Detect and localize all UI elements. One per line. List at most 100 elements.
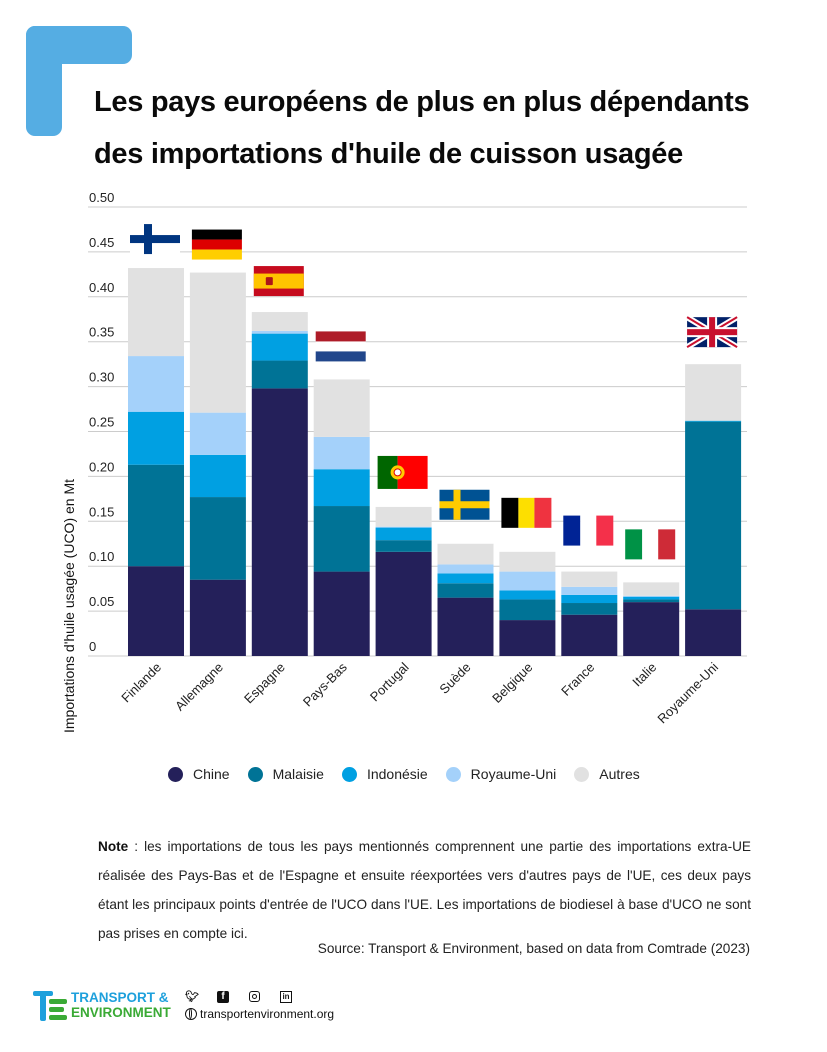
corner-accent-horizontal bbox=[26, 26, 132, 64]
bar-segment-chine bbox=[437, 597, 494, 656]
y-tick-label: 0.25 bbox=[89, 415, 114, 430]
legend-dot bbox=[341, 766, 357, 782]
bar-stack-portugal bbox=[375, 506, 432, 656]
bar-segment-malaisie bbox=[561, 603, 618, 615]
flag-portugal-icon bbox=[377, 455, 428, 489]
legend-label: Chine bbox=[193, 766, 230, 782]
bar-segment-malaisie bbox=[251, 360, 308, 389]
bar-segment-chine bbox=[623, 602, 680, 656]
bar-segment-indonésie bbox=[189, 454, 246, 498]
bar-stack-royaume-uni bbox=[685, 364, 742, 656]
y-tick-label: 0.15 bbox=[89, 504, 114, 519]
legend-item-chine: Chine bbox=[168, 766, 230, 782]
x-tick-label: Pays-Bas bbox=[300, 659, 350, 709]
bar-segment-autres bbox=[189, 272, 246, 413]
bar-segment-autres bbox=[375, 506, 432, 527]
bar-stack-france bbox=[561, 571, 618, 656]
bar-segment-indonésie bbox=[251, 333, 308, 361]
bar-segment-royaume-uni bbox=[623, 595, 680, 597]
y-tick-label: 0.45 bbox=[89, 235, 114, 250]
bar-segment-indonésie bbox=[128, 411, 184, 465]
website-link[interactable]: transportenvironment.org bbox=[185, 1007, 334, 1021]
flags bbox=[130, 224, 739, 560]
flag-sweden-icon bbox=[439, 489, 490, 520]
bar-segment-malaisie bbox=[375, 540, 432, 552]
legend-label: Royaume-Uni bbox=[470, 766, 557, 782]
y-axis-label: Importations d'huile usagée (UCO) en Mt bbox=[61, 479, 77, 733]
flag-france-icon bbox=[563, 515, 614, 546]
y-axis-ticks: 0 0.05 0.10 0.15 0.20 0.25 0.30 0.35 0.40 0.45 0.5… bbox=[89, 190, 114, 654]
x-tick-label: Italie bbox=[629, 660, 659, 690]
title-line-1: Les pays européens de plus en plus dépen… bbox=[94, 86, 750, 118]
legend-dot bbox=[168, 766, 183, 782]
flag-spain-icon bbox=[253, 266, 304, 297]
bar-segment-malaisie bbox=[437, 583, 494, 598]
brand-line-1: TRANSPORT & bbox=[71, 990, 169, 1005]
brand-name: TRANSPORT & ENVIRONMENT bbox=[71, 990, 171, 1020]
bar-segment-autres bbox=[437, 543, 494, 565]
bar-segment-royaume-uni bbox=[499, 571, 556, 591]
linkedin-icon[interactable]: in bbox=[280, 991, 292, 1003]
x-tick-label: France bbox=[558, 660, 597, 699]
bar-segment-autres bbox=[685, 364, 742, 421]
flag-italy-icon bbox=[625, 529, 676, 560]
bar-segment-indonésie bbox=[499, 590, 556, 600]
flag-united-kingdom-icon bbox=[685, 314, 739, 350]
bar-segment-autres bbox=[623, 582, 680, 596]
x-tick-label: Espagne bbox=[241, 660, 288, 707]
te-logo-icon bbox=[33, 991, 67, 1021]
bar-segment-malaisie bbox=[189, 497, 246, 580]
x-tick-label: Portugal bbox=[367, 659, 412, 704]
bar-segment-autres bbox=[499, 551, 556, 572]
bars bbox=[128, 268, 742, 656]
bar-segment-royaume-uni bbox=[375, 526, 432, 528]
y-tick-label: 0.35 bbox=[89, 325, 114, 340]
brand-line-2: ENVIRONMENT bbox=[71, 1005, 171, 1020]
social-links: 🐦︎ f in bbox=[185, 991, 292, 1003]
bar-segment-royaume-uni bbox=[561, 586, 618, 595]
instagram-icon[interactable] bbox=[249, 991, 260, 1002]
note-label: Note bbox=[98, 839, 129, 854]
legend-item-royaume-uni: Royaume-Uni bbox=[445, 766, 557, 782]
bar-segment-royaume-uni bbox=[313, 436, 370, 470]
stacked-bar-chart: 0 0.05 0.10 0.15 0.20 0.25 0.30 0.35 0.40 0.45 0.5… bbox=[61, 190, 747, 733]
bar-stack-allemagne bbox=[189, 272, 246, 656]
bar-segment-chine bbox=[189, 579, 246, 656]
bar-segment-indonésie bbox=[561, 594, 618, 604]
bar-segment-malaisie bbox=[623, 599, 680, 603]
bar-segment-chine bbox=[128, 566, 184, 656]
flag-belgium-icon bbox=[501, 497, 552, 528]
flag-netherlands-icon bbox=[315, 331, 366, 362]
twitter-icon[interactable]: 🐦︎ bbox=[185, 991, 199, 1003]
legend-dot bbox=[247, 766, 263, 782]
bar-segment-chine bbox=[313, 571, 370, 656]
x-axis-labels: Finlande Allemagne Espagne Pays-Bas Portugal… bbox=[118, 659, 721, 726]
bar-segment-chine bbox=[561, 614, 618, 656]
bar-segment-malaisie bbox=[685, 421, 742, 610]
facebook-icon[interactable]: f bbox=[217, 991, 229, 1003]
bar-segment-chine bbox=[375, 551, 432, 656]
legend-label: Malaisie bbox=[272, 766, 324, 782]
legend-dot bbox=[445, 766, 461, 782]
bar-segment-indonésie bbox=[623, 596, 680, 600]
note-paragraph: Note : les importations de tous les pays… bbox=[98, 832, 751, 948]
bar-segment-royaume-uni bbox=[189, 412, 246, 455]
legend: Chine Malaisie Indonésie Royaume-Uni Aut… bbox=[168, 766, 658, 782]
y-tick-label: 0.30 bbox=[89, 370, 114, 385]
bar-segment-chine bbox=[251, 388, 308, 656]
bar-stack-belgique bbox=[499, 551, 556, 656]
x-tick-label: Finlande bbox=[118, 660, 164, 706]
bar-segment-autres bbox=[561, 571, 618, 587]
y-tick-label: 0.05 bbox=[89, 594, 114, 609]
bar-stack-espagne bbox=[251, 312, 308, 656]
website-text: transportenvironment.org bbox=[200, 1007, 335, 1021]
legend-label: Indonésie bbox=[366, 766, 428, 782]
bar-segment-autres bbox=[251, 312, 308, 331]
bar-segment-royaume-uni bbox=[437, 564, 494, 574]
bar-segment-indonésie bbox=[313, 469, 370, 507]
bar-segment-autres bbox=[128, 268, 184, 357]
legend-dot bbox=[574, 766, 590, 782]
x-tick-label: Allemagne bbox=[172, 660, 226, 714]
bar-stack-italie bbox=[623, 582, 680, 656]
bar-stack-finlande bbox=[128, 268, 184, 656]
